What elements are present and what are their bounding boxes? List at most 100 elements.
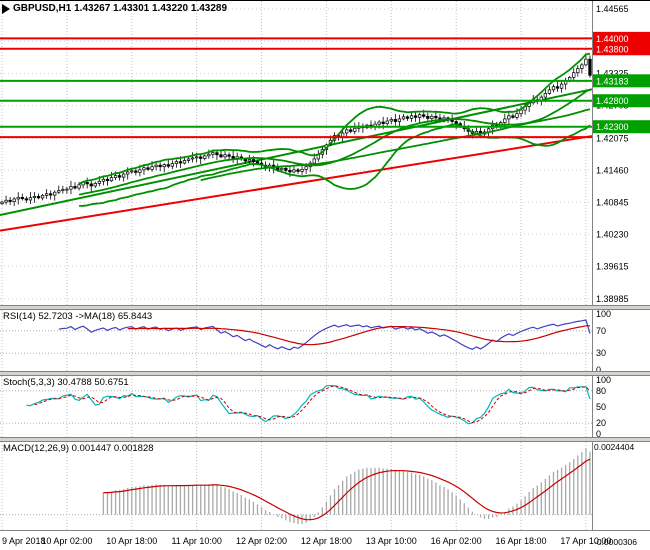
candle-body [312,158,316,164]
candle-body [288,170,292,173]
candle-body [507,115,511,120]
panel-separator-stoch[interactable] [0,371,650,376]
candle-body [166,164,170,167]
candle-body [158,164,162,168]
candle-body [397,118,402,122]
price-axis[interactable] [593,1,650,531]
stoch-axis-label: 0 [596,429,601,439]
candle-body [584,58,588,66]
price-badge-bg [593,42,650,56]
candle-body [377,121,381,125]
candle-body [126,171,130,175]
bands-layer [78,52,591,207]
stoch-axis-label: 100 [596,375,611,385]
sma50-line [200,108,591,182]
rsi-axis-label: 0 [596,365,601,375]
stoch-axis-label: 50 [596,402,606,412]
candle-body [69,186,73,190]
candle-body [434,115,438,119]
candle-body [401,116,406,120]
candle-body [65,188,69,191]
price-badge-bg [593,94,650,108]
panel-separator-rsi[interactable] [0,305,650,310]
candle-body [101,178,106,182]
candle-body [109,177,114,182]
price-badge-bg [593,31,650,45]
candle-body [134,170,138,173]
rsi-ma-line [127,325,590,346]
candle-body [162,164,166,168]
chart-shift-icon [2,4,10,14]
candle-body [413,115,418,118]
rsi-axis-label: 70 [596,326,606,336]
time-axis-label: 13 Apr 10:00 [366,536,417,546]
candle-body [219,154,223,158]
panel-separator-macd[interactable] [0,437,650,442]
time-axis-label: 17 Apr 10:00 [560,536,611,546]
candle-body [4,199,8,203]
stoch-axis-label: 80 [596,386,606,396]
candle-body [503,118,507,123]
candle-body [223,154,227,158]
price-badge-bg [593,120,650,134]
candle-body [16,197,20,200]
price-axis-label: 1.43325 [596,68,629,78]
candle-body [515,113,519,118]
price-badge-bg [593,74,650,88]
candle-body [142,167,146,171]
candle-body [247,159,252,162]
candle-body [251,159,256,162]
candle-body [73,186,77,189]
price-axis-label: 1.40845 [596,197,629,207]
candle-body [572,72,576,78]
candle-body [405,116,410,119]
candle-body [190,157,195,160]
time-axis-label: 10 Apr 18:00 [106,536,157,546]
candle-body [543,93,548,98]
candle-body [511,115,515,118]
candle-body [8,199,12,202]
rsi-axis-label: 100 [596,309,611,319]
candle-body [28,197,33,201]
stoch-main-line [26,384,591,425]
price-badge: 1.43800 [593,42,650,56]
candle-body [207,153,211,157]
candle-body [393,119,397,122]
candle-body [385,120,389,124]
price-axis-label: 1.39615 [596,261,629,271]
candle-body [85,181,89,185]
candle-body [381,121,385,124]
candle-body [353,127,357,132]
candle-body [20,197,24,200]
levels-layer: 1.440001.43800 1.43183 1.42800 1.42300 [0,31,650,139]
stoch-panel: 10080 50 200 [0,375,611,439]
rsi-panel: 100 70 30 0 [0,309,611,375]
candle-body [93,183,97,187]
candle-body [418,114,422,118]
candle-body [24,198,29,201]
candle-body [231,155,235,159]
candle-body [426,115,430,119]
price-badge: 1.43183 [593,74,650,88]
candle-body [40,194,45,199]
time-axis-label: 16 Apr 02:00 [431,536,482,546]
candle-body [49,193,53,196]
candle-body [53,191,57,196]
candle-body [57,190,61,193]
price-axis-label: 1.41460 [596,165,629,175]
price-axis-label: 1.38985 [596,294,629,304]
candle-body [130,170,134,173]
rsi-line [58,319,591,351]
candle-body [32,196,37,199]
candle-body [576,68,580,74]
candle-body [105,178,110,182]
candle-body [186,158,191,161]
time-axis-label: 10 Apr 02:00 [41,536,92,546]
candle-body [519,109,523,115]
candle-body [170,163,174,167]
candle-body [227,154,231,157]
candle-body [409,115,414,119]
